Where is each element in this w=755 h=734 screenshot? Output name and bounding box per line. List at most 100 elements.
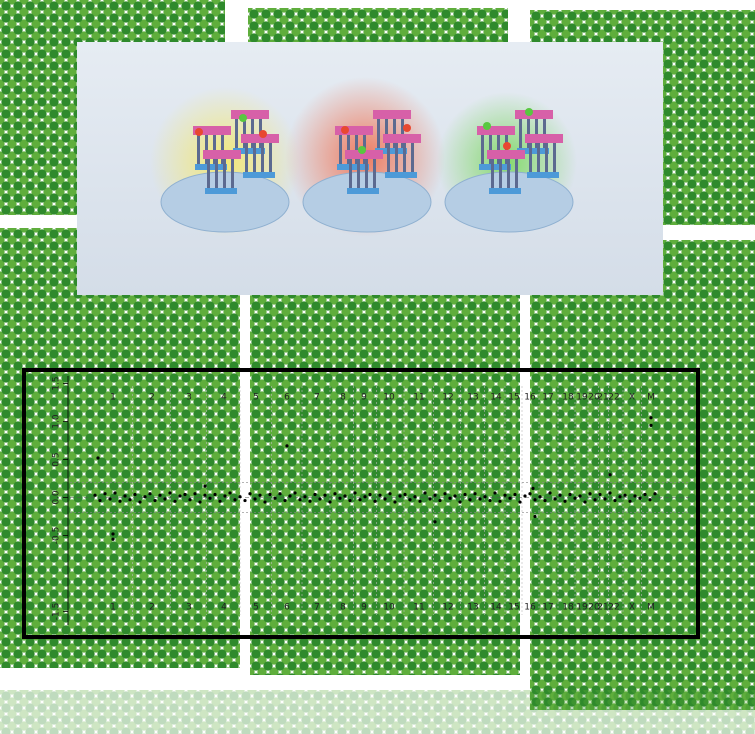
data-point	[649, 416, 653, 420]
data-point	[158, 493, 162, 497]
data-point	[98, 498, 102, 503]
data-point	[183, 492, 187, 497]
chromosome-label: 8	[340, 393, 346, 403]
data-point	[278, 492, 282, 496]
data-point	[188, 498, 192, 502]
data-point	[153, 498, 157, 503]
data-point	[568, 492, 572, 497]
y-tick-label: 1.5	[52, 376, 62, 390]
data-point	[328, 500, 332, 504]
data-point	[463, 492, 467, 497]
data-point	[398, 494, 402, 498]
data-point	[558, 493, 562, 497]
data-point	[223, 494, 227, 498]
data-point	[378, 493, 382, 497]
chromosome-label: 18	[562, 603, 574, 613]
data-point	[608, 491, 612, 495]
data-point	[203, 484, 207, 488]
data-point	[168, 491, 172, 495]
chromosome-label: 4	[221, 393, 227, 403]
data-point	[438, 498, 442, 503]
data-point	[553, 497, 557, 501]
data-point	[163, 497, 167, 501]
chromosome-label: 12	[442, 603, 453, 613]
chromosome-label: 18	[562, 393, 574, 403]
data-point	[528, 492, 532, 496]
chromosome-label: 9	[361, 393, 367, 403]
chromosome-label: 6	[284, 393, 290, 403]
data-point	[338, 496, 342, 500]
chromosome-label: 11	[413, 603, 424, 613]
y-tick-label: -0.5	[52, 527, 62, 545]
chromosome-label: 10	[383, 603, 395, 613]
data-point	[458, 500, 462, 504]
chromosome-label: 4	[221, 603, 227, 613]
data-point	[238, 495, 242, 499]
data-point	[468, 498, 472, 502]
data-point	[228, 491, 232, 495]
data-point	[123, 494, 127, 498]
data-point	[96, 456, 100, 460]
illustration	[77, 42, 663, 295]
chromosome-label: 14	[490, 603, 502, 613]
chromosome-label: 20	[588, 393, 600, 403]
data-point	[513, 492, 517, 497]
data-point	[148, 492, 152, 496]
data-point	[323, 493, 327, 497]
data-point	[473, 492, 477, 496]
data-point	[573, 496, 577, 500]
data-point	[531, 486, 535, 490]
chromosome-label: 12	[442, 393, 453, 403]
data-point	[285, 444, 289, 448]
data-point	[588, 492, 592, 496]
data-point	[263, 500, 267, 504]
data-point	[358, 498, 362, 502]
data-point	[298, 498, 302, 502]
data-point	[533, 514, 537, 519]
data-point	[288, 494, 292, 498]
chromosome-label: 17	[542, 603, 553, 613]
data-point	[308, 499, 312, 503]
data-point	[273, 496, 277, 500]
chromosome-label: 19	[576, 393, 588, 403]
chromosome-label: 21	[597, 603, 608, 613]
data-point	[128, 498, 132, 502]
data-point	[253, 497, 257, 501]
data-point	[103, 492, 107, 496]
data-point	[368, 492, 372, 497]
y-tick-label: 0.0	[52, 490, 62, 505]
microarray-bg	[0, 690, 755, 734]
data-point	[93, 493, 97, 497]
data-point	[578, 494, 582, 498]
chromosome-label: 9	[361, 603, 367, 613]
data-point	[413, 495, 417, 499]
chromosome-label: 16	[524, 603, 536, 613]
data-point	[648, 498, 652, 502]
data-point	[638, 496, 642, 500]
data-point	[498, 499, 502, 503]
data-point	[383, 497, 387, 501]
chromosome-label: M	[647, 603, 655, 613]
data-point	[533, 498, 537, 502]
chromosome-label: 2	[149, 603, 155, 613]
data-point	[643, 492, 647, 497]
data-point	[318, 497, 322, 501]
data-point	[313, 492, 317, 497]
data-point	[258, 493, 262, 497]
chromosome-label: 5	[253, 603, 259, 613]
data-point	[353, 491, 357, 495]
data-point	[503, 493, 507, 497]
chromosome-label: X	[629, 603, 635, 613]
data-point	[593, 498, 597, 502]
data-point	[348, 498, 352, 503]
data-point	[448, 496, 452, 500]
y-tick-label: 1.0	[52, 414, 62, 429]
data-point	[178, 494, 182, 498]
data-point	[618, 495, 622, 499]
data-point	[283, 498, 287, 503]
chromosome-label: 14	[490, 393, 502, 403]
data-point	[538, 495, 542, 499]
data-point	[433, 493, 437, 497]
data-point	[563, 499, 567, 503]
